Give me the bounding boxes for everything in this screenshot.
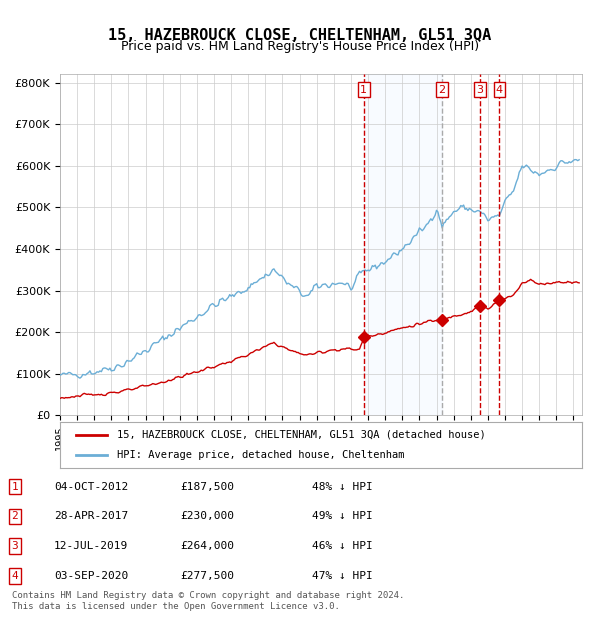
Text: £277,500: £277,500 — [180, 571, 234, 581]
Text: £230,000: £230,000 — [180, 512, 234, 521]
Text: 49% ↓ HPI: 49% ↓ HPI — [312, 512, 373, 521]
Text: 1: 1 — [11, 482, 19, 492]
Bar — [364, 74, 442, 415]
Text: 48% ↓ HPI: 48% ↓ HPI — [312, 482, 373, 492]
Text: 04-OCT-2012: 04-OCT-2012 — [54, 482, 128, 492]
Text: Price paid vs. HM Land Registry's House Price Index (HPI): Price paid vs. HM Land Registry's House … — [121, 40, 479, 53]
Text: 12-JUL-2019: 12-JUL-2019 — [54, 541, 128, 551]
Text: £187,500: £187,500 — [180, 482, 234, 492]
Text: £264,000: £264,000 — [180, 541, 234, 551]
Text: 4: 4 — [496, 84, 503, 95]
Text: 15, HAZEBROUCK CLOSE, CHELTENHAM, GL51 3QA (detached house): 15, HAZEBROUCK CLOSE, CHELTENHAM, GL51 3… — [118, 430, 486, 440]
Text: 3: 3 — [11, 541, 19, 551]
Text: 46% ↓ HPI: 46% ↓ HPI — [312, 541, 373, 551]
Text: 2: 2 — [11, 512, 19, 521]
Text: 2: 2 — [439, 84, 446, 95]
Text: Contains HM Land Registry data © Crown copyright and database right 2024.
This d: Contains HM Land Registry data © Crown c… — [12, 591, 404, 611]
Text: 47% ↓ HPI: 47% ↓ HPI — [312, 571, 373, 581]
Text: 4: 4 — [11, 571, 19, 581]
Text: 15, HAZEBROUCK CLOSE, CHELTENHAM, GL51 3QA: 15, HAZEBROUCK CLOSE, CHELTENHAM, GL51 3… — [109, 28, 491, 43]
Text: 3: 3 — [476, 84, 484, 95]
Text: 1: 1 — [360, 84, 367, 95]
Text: HPI: Average price, detached house, Cheltenham: HPI: Average price, detached house, Chel… — [118, 450, 405, 460]
Text: 03-SEP-2020: 03-SEP-2020 — [54, 571, 128, 581]
Text: 28-APR-2017: 28-APR-2017 — [54, 512, 128, 521]
